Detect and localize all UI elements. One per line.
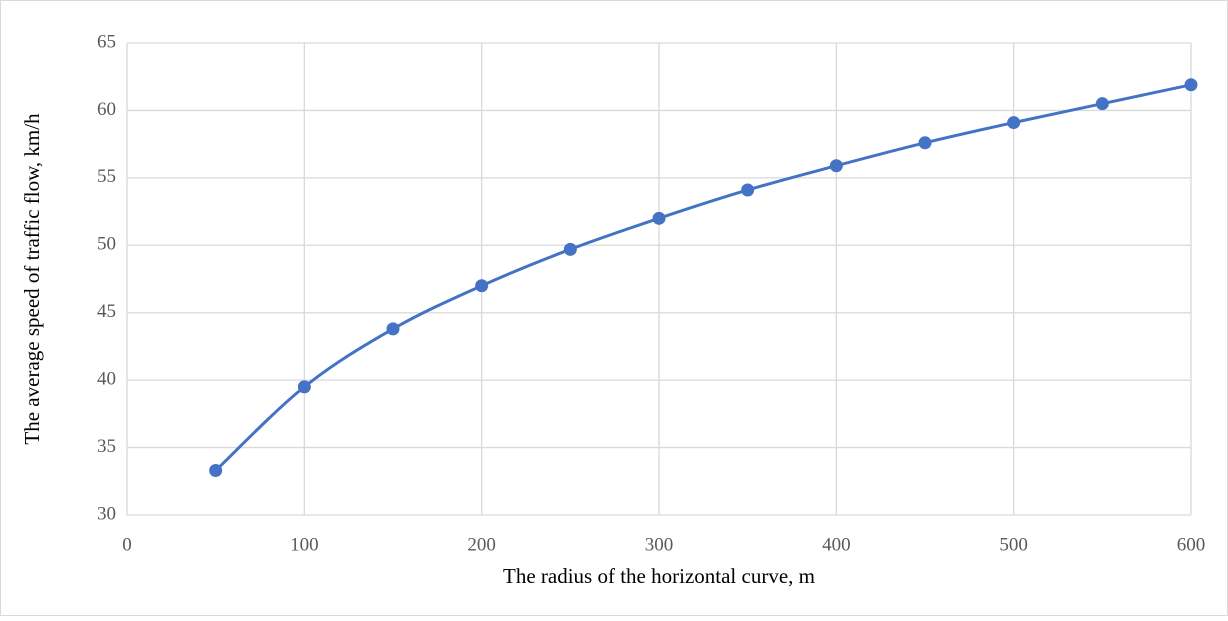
y-tick-label: 40 xyxy=(97,369,116,390)
data-point xyxy=(1007,116,1021,130)
data-point xyxy=(475,279,489,293)
y-tick-label: 55 xyxy=(97,166,116,187)
y-axis-title: The average speed of traffic flow, km/h xyxy=(20,113,44,445)
data-point xyxy=(563,242,577,256)
y-tick-label: 45 xyxy=(97,301,116,322)
data-point xyxy=(386,322,400,336)
x-tick-label: 500 xyxy=(999,534,1028,555)
x-tick-label: 400 xyxy=(822,534,851,555)
data-point xyxy=(652,211,666,225)
y-tick-label: 60 xyxy=(97,99,116,120)
y-tick-label: 65 xyxy=(97,31,116,52)
data-point xyxy=(297,380,311,394)
x-tick-label: 200 xyxy=(467,534,496,555)
data-point xyxy=(1095,97,1109,111)
y-tick-label: 35 xyxy=(97,436,116,457)
data-point xyxy=(829,159,843,173)
x-tick-label: 0 xyxy=(122,534,132,555)
data-point xyxy=(1184,78,1198,92)
x-tick-label: 300 xyxy=(645,534,674,555)
y-tick-label: 50 xyxy=(97,234,116,255)
data-point xyxy=(918,136,932,150)
data-point xyxy=(741,183,755,197)
x-axis-title: The radius of the horizontal curve, m xyxy=(503,564,815,588)
x-tick-label: 100 xyxy=(290,534,319,555)
y-tick-label: 30 xyxy=(97,503,116,524)
data-point xyxy=(209,463,223,477)
x-tick-label: 600 xyxy=(1177,534,1206,555)
